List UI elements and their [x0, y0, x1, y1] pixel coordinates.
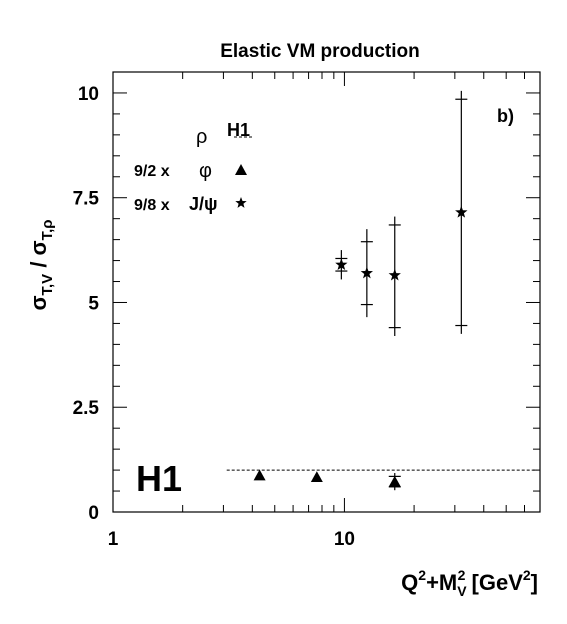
y-tick-label: 7.5	[73, 189, 100, 210]
legend-prefix-phi: 9/2 x	[134, 163, 170, 180]
y-axis-label-sub2: T,ρ	[39, 219, 56, 240]
triangle-marker	[310, 471, 323, 483]
triangle-marker	[388, 475, 401, 487]
x-axis-label-unit-sup: 2	[523, 567, 531, 583]
legend-marker-triangle	[235, 164, 247, 175]
x-tick-label: 10	[334, 529, 355, 550]
legend: H1 ρ 9/2 x φ 9/8 x J/ψ	[134, 120, 254, 214]
phi-point	[253, 469, 266, 481]
y-axis-label-sigma1: σ	[26, 295, 51, 310]
legend-prefix-jpsi: 9/8 x	[134, 197, 170, 214]
legend-label-rho: ρ	[196, 126, 207, 148]
phi-point	[310, 471, 323, 483]
star-marker	[455, 205, 468, 218]
x-axis-label-sup1: 2	[418, 567, 426, 583]
y-axis-label-sub1: T,V	[39, 274, 56, 296]
triangle-marker	[253, 469, 266, 481]
y-axis-label: σT,V / σT,ρ	[26, 219, 56, 310]
x-axis-label-mid: +M	[426, 570, 457, 595]
legend-title: H1	[227, 120, 250, 140]
legend-label-phi: φ	[199, 160, 212, 182]
x-axis-label-close: ]	[531, 570, 538, 595]
y-axis-ticks: 0 2.5 5 7.5 10	[73, 71, 540, 524]
data-points-layer	[253, 90, 468, 491]
jpsi-point	[388, 216, 401, 336]
legend-marker-star	[235, 197, 247, 208]
x-axis-label-sub: V	[457, 583, 467, 599]
jpsi-point	[335, 250, 348, 280]
watermark-logo: H1	[136, 458, 182, 499]
x-axis-ticks: 1 10	[108, 72, 541, 550]
panel-label: b)	[497, 106, 514, 126]
x-axis-label: Q2+MV2 [GeV2]	[401, 567, 538, 599]
jpsi-point	[360, 229, 373, 318]
x-axis-label-sup2: 2	[458, 567, 466, 583]
plot-frame	[112, 71, 541, 513]
x-axis-label-q: Q	[401, 570, 418, 595]
y-tick-label: 10	[78, 84, 99, 105]
star-marker	[388, 268, 401, 281]
y-tick-label: 2.5	[73, 398, 100, 419]
star-marker	[335, 258, 348, 270]
y-tick-label: 0	[88, 503, 99, 524]
star-marker	[360, 266, 373, 279]
chart-title: Elastic VM production	[220, 41, 420, 62]
phi-point	[388, 473, 401, 491]
y-tick-label: 5	[88, 293, 99, 314]
x-axis-label-unit: [GeV	[465, 570, 523, 595]
jpsi-point	[455, 90, 468, 334]
y-axis-label-sep: /	[26, 255, 51, 273]
legend-label-jpsi: J/ψ	[189, 194, 218, 214]
y-axis-label-sigma2: σ	[26, 240, 51, 255]
x-tick-label: 1	[108, 529, 119, 550]
